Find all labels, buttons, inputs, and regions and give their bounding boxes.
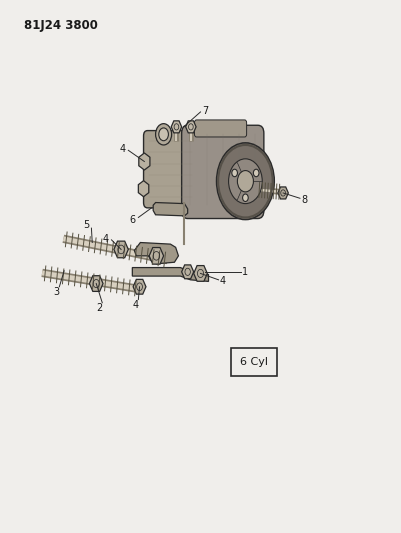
Polygon shape: [278, 187, 288, 199]
Bar: [231, 348, 277, 376]
Circle shape: [217, 143, 274, 220]
Polygon shape: [89, 276, 103, 292]
Polygon shape: [139, 153, 150, 170]
Text: 4: 4: [120, 144, 126, 154]
Text: 81J24 3800: 81J24 3800: [24, 19, 98, 31]
Polygon shape: [114, 241, 128, 258]
Polygon shape: [186, 121, 196, 133]
Text: 7: 7: [202, 106, 208, 116]
Circle shape: [156, 124, 172, 145]
Polygon shape: [138, 181, 149, 197]
Polygon shape: [133, 279, 146, 294]
Text: 8: 8: [302, 196, 308, 205]
FancyBboxPatch shape: [182, 125, 264, 219]
Text: 1: 1: [242, 267, 248, 277]
Text: 6: 6: [130, 215, 136, 224]
Polygon shape: [132, 268, 209, 281]
Circle shape: [159, 128, 168, 141]
Circle shape: [232, 169, 237, 177]
Polygon shape: [134, 243, 178, 264]
Polygon shape: [172, 141, 197, 195]
Circle shape: [229, 159, 262, 204]
Text: 4: 4: [220, 277, 226, 286]
FancyBboxPatch shape: [144, 131, 198, 208]
Polygon shape: [194, 265, 207, 281]
Text: 5: 5: [83, 220, 89, 230]
Polygon shape: [153, 203, 188, 216]
Text: 2: 2: [96, 303, 103, 313]
Text: 6 Cyl: 6 Cyl: [240, 357, 267, 367]
Text: 4: 4: [132, 300, 139, 310]
Circle shape: [253, 169, 259, 177]
Circle shape: [237, 171, 253, 192]
Polygon shape: [171, 121, 182, 133]
FancyBboxPatch shape: [194, 120, 247, 137]
Polygon shape: [149, 247, 164, 264]
Polygon shape: [182, 265, 194, 279]
Circle shape: [243, 194, 248, 201]
Text: 4: 4: [103, 234, 109, 244]
Text: 3: 3: [53, 287, 59, 297]
